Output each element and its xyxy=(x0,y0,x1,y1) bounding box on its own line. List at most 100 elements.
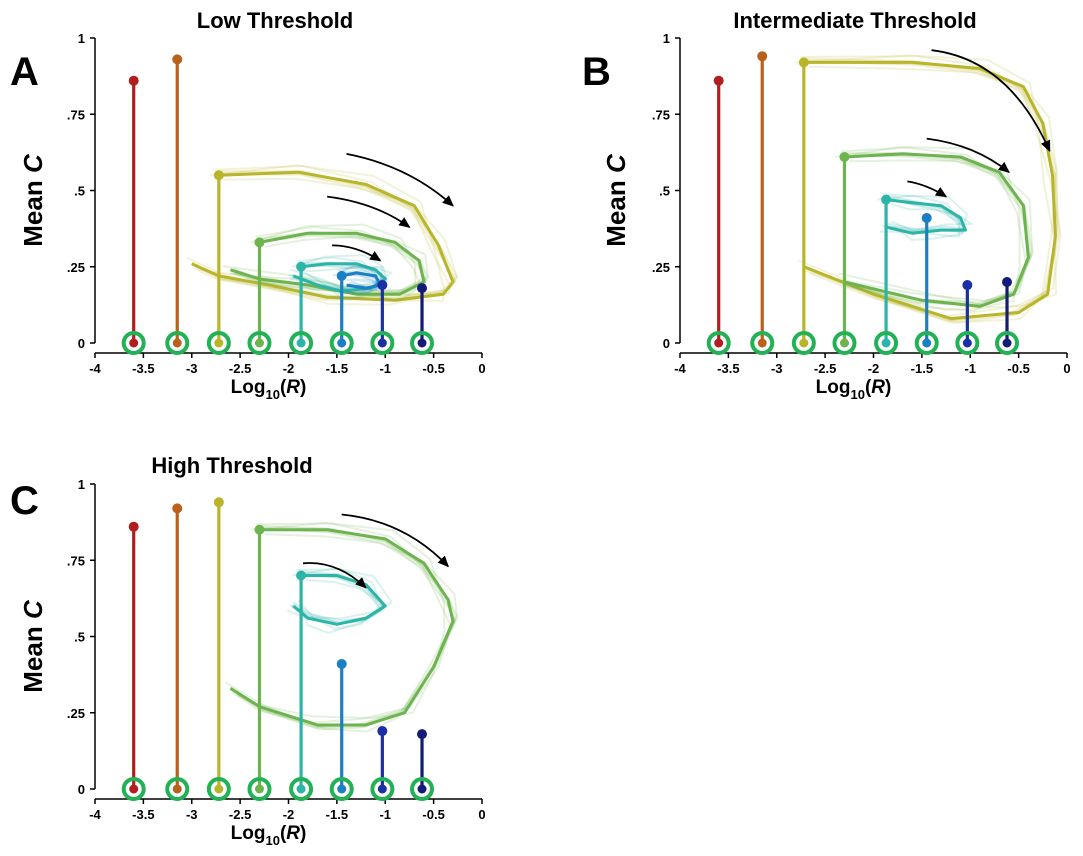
x-tick-label: 0 xyxy=(478,361,485,376)
start-dot-marker xyxy=(417,784,427,794)
trajectory-mean-line xyxy=(844,152,1030,308)
x-tick-label: -1.5 xyxy=(326,361,348,376)
start-dot-marker xyxy=(172,784,182,794)
chart-c: C High Threshold Mean C Log10(R) 0 .25 .5 .75 1 -… xyxy=(10,453,486,848)
stem-peak-marker xyxy=(962,280,973,291)
trajectory-trace xyxy=(837,146,1028,302)
trajectory-mean-line xyxy=(229,231,426,296)
stem-peak-marker xyxy=(172,54,183,65)
x-axis-label: Log10(R) xyxy=(231,823,307,848)
start-ring-marker xyxy=(874,331,899,355)
x-tick-label: -3 xyxy=(771,361,783,376)
panel-b: B Intermediate Threshold Mean C Log10(R) 0 .2… xyxy=(582,0,1083,420)
direction-arrow xyxy=(327,195,411,228)
stem-peak-marker xyxy=(336,658,347,669)
y-axis-label: Mean C xyxy=(601,153,631,247)
x-tick-label: -1.5 xyxy=(911,361,933,376)
start-ring-marker xyxy=(289,331,314,355)
y-tick-label: 0 xyxy=(78,336,85,351)
panel-letter: B xyxy=(582,50,611,94)
start-ring-marker xyxy=(370,331,395,355)
start-dot-marker xyxy=(377,784,387,794)
x-tick-label: -2 xyxy=(283,361,295,376)
stem-peak-marker xyxy=(417,729,428,740)
start-ring-marker xyxy=(370,777,395,801)
trajectory-trace xyxy=(230,527,459,731)
x-tick-label: -2.5 xyxy=(229,361,251,376)
start-dot-marker xyxy=(296,784,306,794)
start-ring-marker xyxy=(750,331,775,355)
y-tick-label: 1 xyxy=(663,31,670,46)
start-dot-marker xyxy=(417,338,427,348)
start-ring-marker xyxy=(955,331,980,355)
panel-a: A Low Threshold Mean C Log10(R) 0 .25 .5 .75 1 -4… xyxy=(0,0,500,420)
x-tick-label: -3.5 xyxy=(132,361,154,376)
y-tick-label: .25 xyxy=(652,260,670,275)
start-dot-marker xyxy=(172,338,182,348)
trajectory-trace xyxy=(849,159,1034,312)
chart-title: Low Threshold xyxy=(197,8,353,33)
chart-title: High Threshold xyxy=(151,453,312,478)
y-tick-label: 0 xyxy=(663,336,670,351)
stem-peak-marker xyxy=(254,524,265,535)
start-dot-marker xyxy=(799,338,809,348)
trajectory-trace xyxy=(346,278,381,285)
trajectory-trace xyxy=(879,203,973,234)
stem-peak-marker xyxy=(377,726,388,737)
x-tick-label: -3 xyxy=(186,807,198,822)
x-tick-label: -0.5 xyxy=(422,361,444,376)
x-tick-label: -1 xyxy=(964,361,976,376)
panel-letter: C xyxy=(10,479,39,523)
start-dot-marker xyxy=(1002,338,1012,348)
trajectory-trace xyxy=(803,60,1058,324)
start-ring-marker xyxy=(165,777,190,801)
trajectory-trace xyxy=(794,54,1057,312)
start-dot-marker xyxy=(254,338,264,348)
start-ring-marker xyxy=(121,777,146,801)
direction-arrow xyxy=(332,244,382,262)
panel-c: C High Threshold Mean C Log10(R) 0 .25 .5 .75 1 -… xyxy=(0,446,500,856)
start-dot-marker xyxy=(714,338,724,348)
stem-peak-marker xyxy=(128,521,139,532)
stem-peak-marker xyxy=(254,237,265,248)
stem-peak-marker xyxy=(172,503,183,514)
x-tick-label: -2 xyxy=(283,807,295,822)
y-tick-label: .5 xyxy=(74,184,85,199)
x-tick-label: -3 xyxy=(186,361,198,376)
trajectory-trace xyxy=(332,264,388,295)
direction-arrow xyxy=(926,137,1010,173)
start-dot-marker xyxy=(839,338,849,348)
x-tick-label: -1.5 xyxy=(326,807,348,822)
stem-peak-marker xyxy=(921,212,932,223)
direction-arrow xyxy=(341,513,450,568)
start-ring-marker xyxy=(206,331,231,355)
stem-peak-marker xyxy=(213,170,224,181)
chart-title: Intermediate Threshold xyxy=(733,8,976,33)
start-dot-marker xyxy=(337,338,347,348)
stem-peak-marker xyxy=(377,280,388,291)
start-dot-marker xyxy=(214,784,224,794)
stem-peak-marker xyxy=(881,194,892,205)
y-tick-label: .75 xyxy=(67,107,85,122)
trajectory-trace xyxy=(882,197,968,231)
start-dot-marker xyxy=(254,784,264,794)
stem-peak-marker xyxy=(798,57,809,68)
stem-peak-marker xyxy=(417,283,428,294)
chart-a: A Low Threshold Mean C Log10(R) 0 .25 .5 .75 1 -4… xyxy=(10,8,486,402)
x-tick-label: -1 xyxy=(379,807,391,822)
start-ring-marker xyxy=(329,331,354,355)
stem-peak-marker xyxy=(296,261,307,272)
y-tick-label: .5 xyxy=(659,184,670,199)
start-ring-marker xyxy=(995,331,1020,355)
trajectory-mean-line xyxy=(292,262,387,293)
chart-b: B Intermediate Threshold Mean C Log10(R) 0 .2… xyxy=(582,8,1071,402)
trajectory-mean-line xyxy=(229,528,455,727)
y-tick-label: 1 xyxy=(78,31,85,46)
x-tick-label: -1 xyxy=(379,361,391,376)
direction-arrow xyxy=(931,49,1051,153)
panel-letter: A xyxy=(10,50,39,94)
stem-peak-marker xyxy=(1002,277,1013,287)
x-tick-label: 0 xyxy=(1063,361,1070,376)
trajectory-trace xyxy=(805,57,1061,323)
trajectory-trace xyxy=(234,234,430,295)
